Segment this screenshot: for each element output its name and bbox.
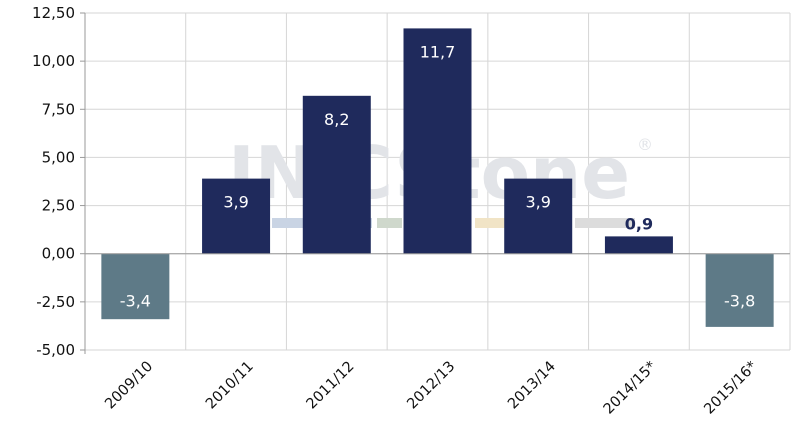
watermark-stripe-3 [575, 218, 635, 228]
y-tick-label-6: -2,50 [36, 293, 75, 311]
bar-2013/14 [504, 178, 573, 254]
data-label-2012/13: 11,7 [420, 42, 456, 61]
x-tick-labels: 2009/10 2010/11 2011/12 2012/13 2013/14 2014/… [102, 359, 760, 418]
axes [80, 12, 790, 354]
bar-2009/10 [101, 253, 170, 320]
bar-2014/15* [604, 236, 673, 254]
x-tick-label-5: 2014/15* [601, 359, 660, 418]
y-tick-label-4: 2,50 [42, 197, 75, 215]
data-label-2010/11: 3,9 [223, 193, 248, 212]
bar-2012/13 [403, 28, 472, 254]
y-tick-labels: 12,50 10,00 7,50 5,00 2,50 0,00 -2,50 -5,00 [32, 4, 75, 359]
data-label-2011/12: 8,2 [324, 110, 349, 129]
data-label-2015/16*: -3,8 [724, 292, 755, 311]
y-tick-label-3: 5,00 [42, 148, 75, 166]
y-tick-label-0: 12,50 [32, 4, 75, 22]
x-tick-label-0: 2009/10 [102, 359, 156, 413]
y-tick-label-7: -5,00 [36, 341, 75, 359]
x-tick-label-2: 2011/12 [304, 359, 358, 413]
y-tick-label-1: 10,00 [32, 52, 75, 70]
bar-2015/16* [705, 253, 774, 327]
data-labels: -3,4 3,9 8,2 11,7 3,9 0,9 -3,8 [120, 42, 756, 310]
y-tick-label-5: 0,00 [42, 245, 75, 263]
x-tick-label-6: 2015/16* [701, 359, 760, 418]
bar-2010/11 [202, 178, 271, 254]
data-label-2013/14: 3,9 [525, 193, 550, 212]
watermark-stripe-1 [377, 218, 402, 228]
data-label-2009/10: -3,4 [120, 292, 151, 311]
data-label-2014/15*: 0,9 [625, 214, 653, 233]
x-tick-label-3: 2012/13 [404, 359, 458, 413]
bar-2011/12 [302, 95, 371, 254]
bars [101, 28, 774, 327]
x-tick-label-4: 2013/14 [505, 359, 559, 413]
y-tick-label-2: 7,50 [42, 100, 75, 118]
watermark-registered-mark: ® [637, 135, 653, 154]
x-tick-label-1: 2010/11 [203, 359, 257, 413]
